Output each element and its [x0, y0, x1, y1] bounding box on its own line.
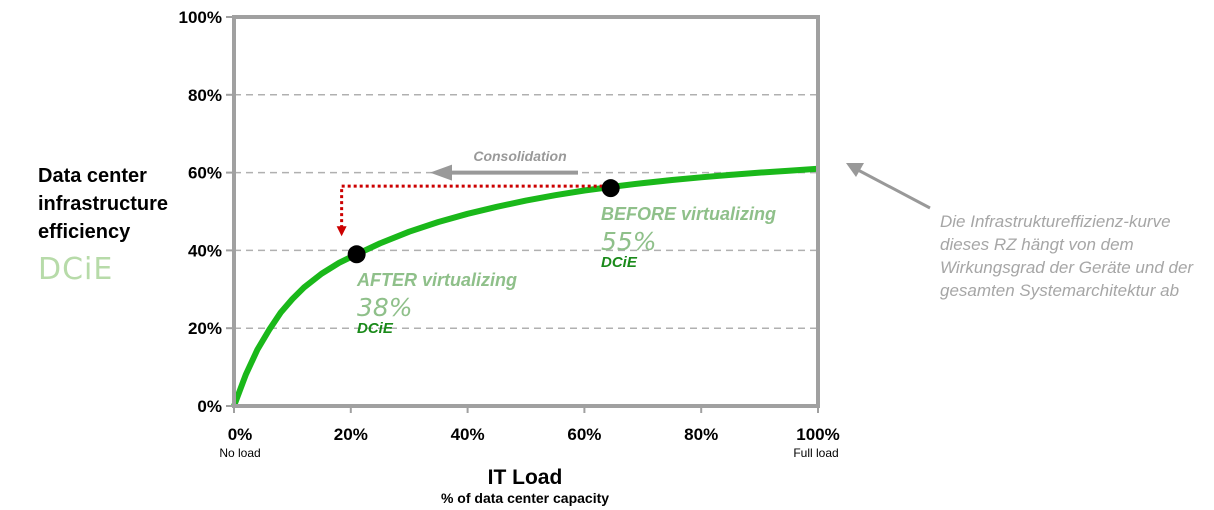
- before-value: 55%: [601, 227, 657, 256]
- x-tick-label: 80%: [684, 425, 718, 444]
- axes: [226, 15, 820, 413]
- x-tick-label: 0%: [228, 425, 253, 444]
- x-tick-label: 100%: [796, 425, 839, 444]
- consolidation-path-arrowhead: [336, 226, 347, 237]
- after-value: 38%: [357, 293, 413, 322]
- x-axis-title: IT Load: [488, 466, 563, 489]
- efficiency-curve: [231, 165, 819, 408]
- y-tick-label: 100%: [179, 8, 222, 27]
- x-tick-label: 60%: [567, 425, 601, 444]
- y-axis-title: Data center infrastructure efficiency: [38, 162, 178, 246]
- y-axis-title-line-3: efficiency: [38, 221, 131, 243]
- x-axis-subtitle: % of data center capacity: [441, 490, 609, 506]
- x-tick-label: 20%: [334, 425, 368, 444]
- y-tick-label: 20%: [188, 319, 222, 338]
- tick-labels: 0% 20% 40% 60% 80% 100% 0% 20% 40% 60% 80% 100% No l…: [179, 8, 840, 506]
- before-unit: DCiE: [601, 254, 638, 271]
- after-unit: DCiE: [357, 320, 394, 337]
- side-note: Die Infrastruktureffizienz-kurve dieses …: [940, 212, 1194, 300]
- y-tick-label: 60%: [188, 164, 222, 183]
- y-axis-subtitle: DCiE: [38, 252, 114, 287]
- y-tick-label: 0%: [197, 397, 222, 416]
- consolidation-arrow-head: [430, 164, 452, 181]
- annotations: Consolidation: [336, 148, 931, 237]
- note-arrow-head: [846, 163, 864, 177]
- after-label: AFTER virtualizing: [356, 270, 517, 290]
- consolidation-path-dotted: [340, 184, 603, 230]
- plot-frame: [232, 15, 820, 408]
- x-tick-note-start: No load: [219, 446, 260, 460]
- note-arrow-shaft: [857, 168, 931, 210]
- consolidation-label: Consolidation: [473, 148, 566, 164]
- y-tick-label: 40%: [188, 241, 222, 260]
- x-tick-label: 40%: [451, 425, 485, 444]
- y-axis-title-line-2: infrastructure: [38, 193, 169, 215]
- before-label: BEFORE virtualizing: [601, 204, 776, 224]
- x-tick-note-end: Full load: [793, 446, 838, 460]
- y-axis-title-line-1: Data center: [38, 165, 147, 187]
- y-tick-label: 80%: [188, 86, 222, 105]
- after-point: [347, 245, 366, 264]
- before-point: [601, 179, 620, 198]
